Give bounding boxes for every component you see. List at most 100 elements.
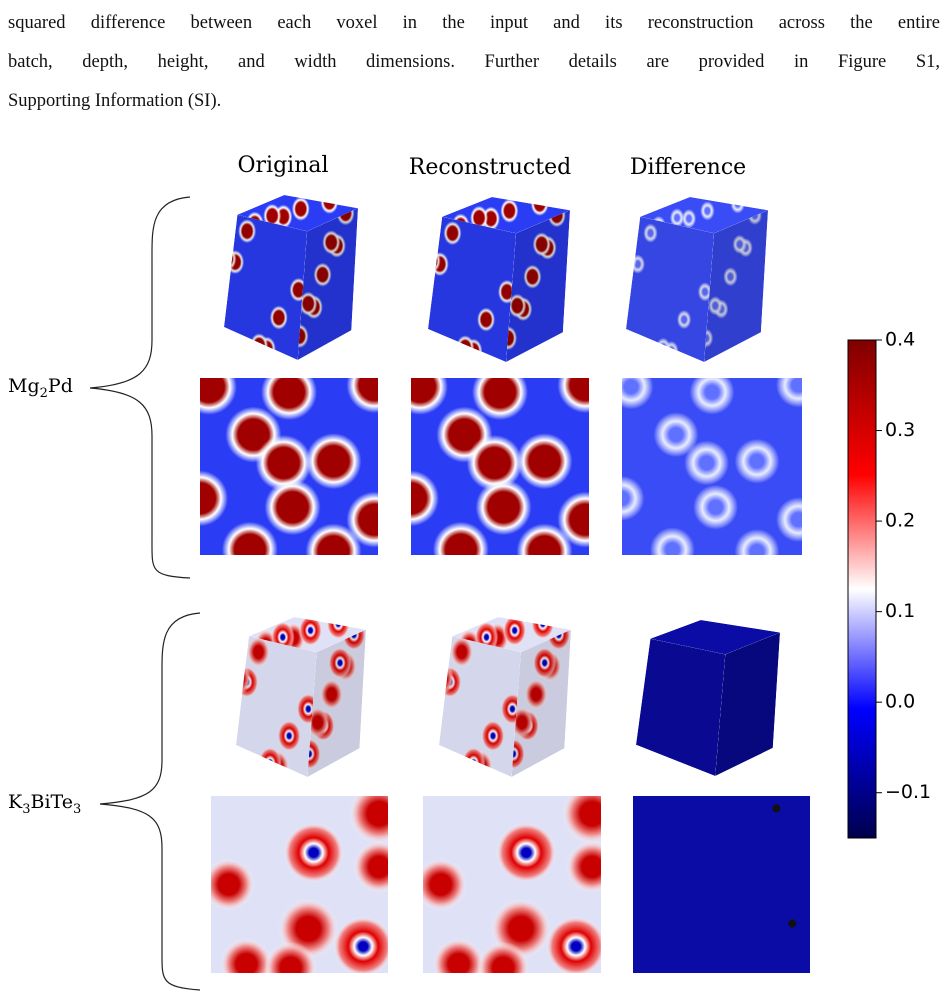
density-blob [211, 858, 255, 911]
density-blob [622, 475, 645, 521]
density-blob [298, 617, 323, 647]
row-label: Mg2Pd [8, 375, 73, 401]
cube-face [224, 214, 308, 360]
density-blob [776, 378, 802, 408]
density-blob [734, 438, 780, 484]
density-blob [508, 293, 527, 318]
cube-face [511, 629, 571, 777]
density-blob [411, 470, 439, 527]
density-blob [622, 378, 654, 410]
density-blob [511, 738, 526, 770]
face-shade [297, 208, 358, 360]
density-blob [477, 307, 496, 332]
column-header: Reconstructed [409, 155, 571, 180]
density-blob [566, 840, 601, 893]
density-blob [681, 209, 697, 229]
brace [99, 612, 201, 991]
density-blob [776, 497, 802, 542]
density-blob [305, 433, 362, 490]
face-shade [224, 214, 308, 360]
density-blob [249, 617, 261, 633]
density-blob [697, 282, 713, 302]
density-spot [772, 804, 781, 813]
density-blob [708, 296, 723, 316]
face-shade [626, 216, 715, 362]
face-shade [236, 636, 317, 777]
density-blob [523, 264, 542, 289]
face-shade [704, 210, 768, 362]
density-blob [653, 412, 699, 458]
heatmap [211, 796, 388, 973]
heatmap [423, 796, 601, 973]
density-blob [684, 440, 729, 486]
density-blob [506, 326, 518, 351]
paragraph: squared difference between each voxel in… [8, 4, 940, 121]
face-background [650, 620, 780, 655]
density-blob [524, 678, 548, 710]
brace [89, 196, 191, 579]
column-header: Original [237, 153, 328, 178]
face-shade [636, 638, 726, 776]
density-blob [307, 738, 322, 770]
heatmap [622, 378, 802, 555]
density-blob [472, 378, 528, 421]
cube-face [715, 632, 780, 776]
label-subscript: 3 [73, 802, 81, 817]
density-blob [221, 521, 278, 555]
density-blob [500, 198, 519, 223]
colorbar [847, 339, 877, 839]
density-blob [732, 234, 747, 254]
face-shade [439, 636, 521, 777]
density-blob [470, 205, 489, 230]
heatmap [411, 378, 589, 555]
density-blob [313, 262, 332, 287]
density-blob [676, 309, 692, 330]
heatmap [633, 796, 810, 973]
cube-face [428, 216, 517, 362]
density-blob [299, 291, 318, 316]
cube-face [439, 636, 521, 777]
cube-face [650, 620, 780, 655]
label-subscript: 3 [22, 802, 30, 817]
face-background [428, 216, 517, 362]
density-blob [291, 196, 310, 221]
cube-face [626, 216, 715, 362]
density-blob [443, 221, 462, 246]
text-line: squared difference between each voxel in… [8, 13, 940, 33]
face-shade [506, 210, 570, 362]
density-blob [496, 822, 557, 883]
density-blob [246, 636, 271, 668]
label-part: Mg [8, 375, 40, 397]
density-blob [432, 938, 485, 973]
density-blob [237, 195, 247, 207]
density-blob [255, 434, 312, 491]
text-line: batch, depth, height, and width dimensio… [8, 52, 940, 72]
density-blob [328, 647, 352, 679]
density-blob [346, 378, 378, 414]
cube-face [297, 208, 358, 360]
density-blob [532, 647, 557, 679]
density-blob [502, 617, 527, 647]
label-part: K [8, 791, 23, 813]
density-blob [700, 201, 715, 221]
cube-face [307, 629, 366, 777]
cube-face [636, 638, 726, 776]
density-blob [640, 197, 648, 207]
density-blob [516, 433, 573, 490]
density-blob [283, 822, 344, 883]
column-header: Difference [630, 155, 746, 180]
density-blob [200, 378, 237, 415]
density-blob [220, 938, 273, 973]
density-blob [557, 378, 589, 414]
density-blob [704, 328, 714, 348]
density-blob [650, 527, 695, 555]
density-blob [263, 203, 282, 228]
density-blob [200, 470, 228, 527]
face-background [636, 638, 726, 776]
density-blob [238, 219, 257, 244]
face-shade [511, 629, 571, 777]
density-blob [423, 858, 467, 911]
density-blob [477, 941, 530, 973]
density-blob [669, 208, 685, 228]
